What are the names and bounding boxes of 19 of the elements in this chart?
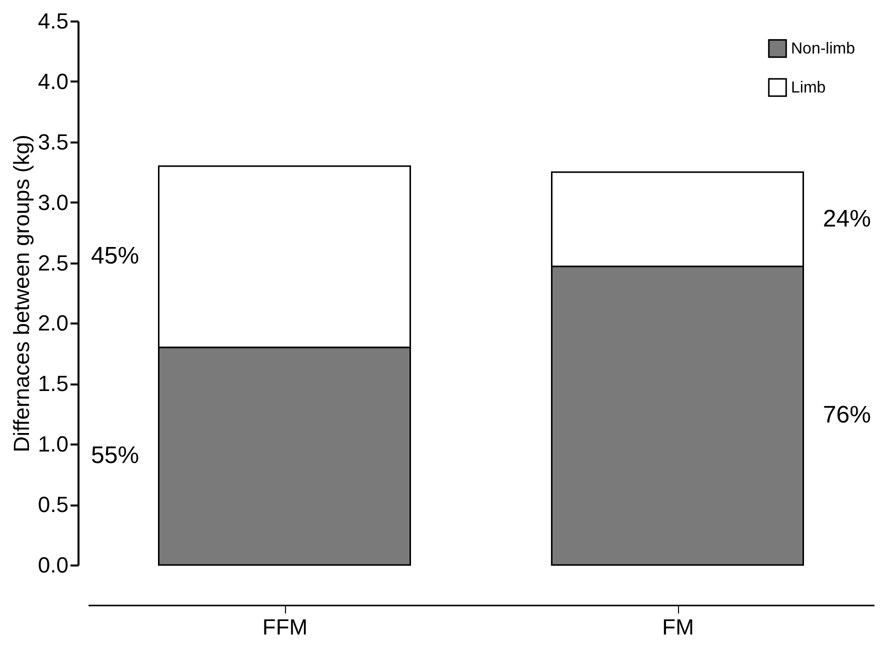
x-tick-label: FFM xyxy=(262,614,308,640)
y-tick-label: 2.5 xyxy=(38,250,68,276)
legend-label: Non-limb xyxy=(791,40,856,58)
x-tick-label: FM xyxy=(662,614,694,640)
y-tick-label: 4.5 xyxy=(38,8,68,34)
y-tick-label: 2.0 xyxy=(38,310,68,336)
annotation: 45% xyxy=(91,242,140,270)
y-tick-label: 3.0 xyxy=(38,190,68,215)
y-tick-label: 0.0 xyxy=(38,552,68,578)
y-tick-label: 0.5 xyxy=(38,492,68,518)
annotation: 76% xyxy=(822,402,871,429)
y-tick-label: 1.0 xyxy=(38,432,68,457)
legend-label: Limb xyxy=(791,80,826,96)
y-tick-label: 4.0 xyxy=(38,68,68,94)
y-tick-label: 1.5 xyxy=(38,371,68,396)
y-tick-label: 3.5 xyxy=(38,129,68,154)
annotation: 55% xyxy=(91,442,140,470)
y-axis-title: Differnaces between groups (kg) xyxy=(8,134,34,452)
annotation: 24% xyxy=(822,205,871,232)
